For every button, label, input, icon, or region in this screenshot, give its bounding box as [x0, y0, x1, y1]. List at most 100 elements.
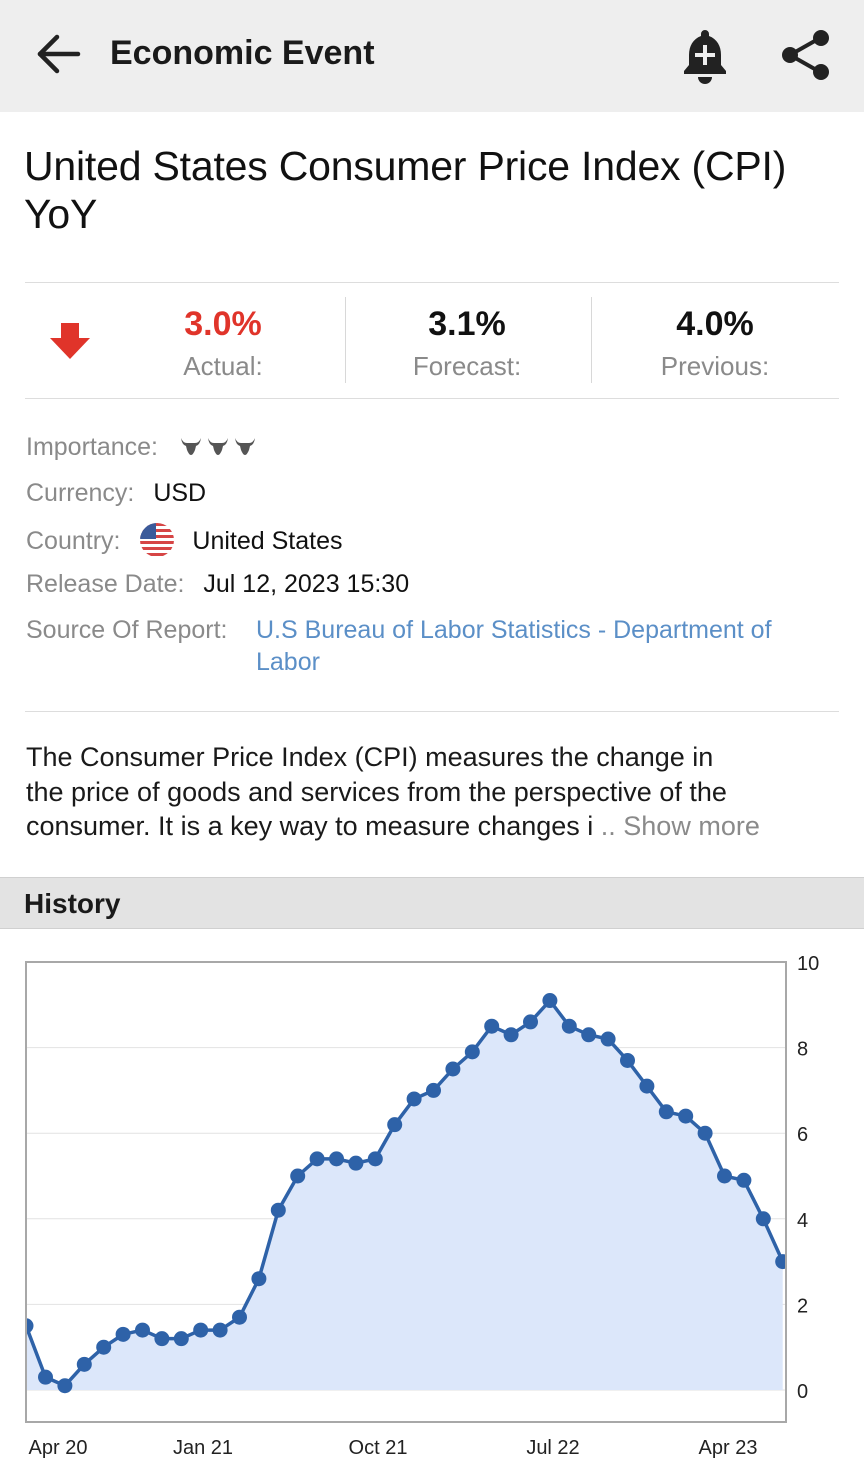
- divider: [25, 282, 839, 283]
- data-point: [38, 1369, 53, 1385]
- data-point: [678, 1108, 694, 1124]
- data-point: [620, 1052, 635, 1068]
- data-point: [736, 1172, 752, 1188]
- actual-stat: 3.0% Actual:: [123, 283, 323, 398]
- data-point: [581, 1027, 597, 1043]
- y-tick-label: 4: [797, 1210, 808, 1232]
- app-bar: Economic Event: [0, 0, 864, 112]
- source-label: Source Of Report:: [26, 616, 228, 644]
- show-more-link[interactable]: Show more: [623, 811, 760, 841]
- arrow-down-icon: [50, 323, 90, 359]
- importance-rating: [179, 433, 259, 465]
- data-point: [348, 1155, 364, 1171]
- data-point: [193, 1322, 209, 1338]
- divider: [25, 711, 839, 712]
- history-chart: 0 2 4 6 8 10 Apr 20 Jan 21 Oct 21 Jul 22 Apr 23: [25, 953, 819, 1459]
- data-point: [406, 1091, 422, 1107]
- bell-plus-icon[interactable]: [680, 26, 730, 84]
- x-tick-label: Jul 22: [526, 1437, 579, 1459]
- data-point: [561, 1018, 577, 1034]
- data-point: [658, 1104, 674, 1120]
- data-point: [232, 1309, 247, 1325]
- share-icon[interactable]: [780, 28, 832, 82]
- description-line: consumer. It is a key way to measure cha…: [26, 809, 826, 844]
- data-point: [329, 1151, 344, 1167]
- currency-row: Currency: USD: [26, 477, 206, 509]
- forecast-value: 3.1%: [428, 305, 506, 343]
- data-point: [76, 1356, 92, 1372]
- release-row: Release Date: Jul 12, 2023 15:30: [26, 568, 409, 600]
- stats-row: 3.0% Actual: 3.1% Forecast: 4.0% Previou…: [25, 283, 839, 398]
- country-label: Country:: [26, 527, 121, 555]
- series-line: [26, 998, 785, 1388]
- data-point: [717, 1168, 732, 1184]
- previous-stat: 4.0% Previous:: [615, 283, 815, 398]
- data-point: [251, 1271, 267, 1287]
- x-tick-label: Apr 20: [29, 1437, 88, 1459]
- x-tick-label: Jan 21: [173, 1437, 233, 1459]
- actual-value: 3.0%: [184, 305, 262, 343]
- data-point: [464, 1044, 480, 1060]
- data-point: [542, 993, 558, 1009]
- previous-value: 4.0%: [676, 305, 754, 343]
- data-point: [503, 1027, 519, 1043]
- data-point: [367, 1151, 383, 1167]
- previous-label: Previous:: [660, 351, 770, 381]
- data-point: [115, 1326, 131, 1342]
- source-link[interactable]: U.S Bureau of Labor Statistics - Departm…: [256, 614, 772, 678]
- data-point: [96, 1339, 112, 1355]
- data-point: [484, 1018, 500, 1034]
- data-point: [173, 1331, 189, 1347]
- actual-label: Actual:: [183, 351, 263, 381]
- event-description: The Consumer Price Index (CPI) measures …: [26, 740, 826, 844]
- data-point: [775, 1254, 786, 1270]
- importance-row: Importance:: [26, 431, 259, 465]
- release-label: Release Date:: [26, 570, 185, 598]
- forecast-stat: 3.1% Forecast:: [367, 283, 567, 398]
- data-point: [600, 1031, 616, 1047]
- bull-icon: [180, 438, 255, 455]
- data-point: [523, 1014, 538, 1030]
- x-tick-label: Apr 23: [699, 1437, 758, 1459]
- arrow-left-icon[interactable]: [34, 32, 82, 76]
- description-line: The Consumer Price Index (CPI) measures …: [26, 742, 714, 772]
- x-tick-label: Oct 21: [349, 1437, 408, 1459]
- country-value: United States: [192, 527, 343, 555]
- data-point: [426, 1082, 441, 1098]
- description-text: consumer. It is a key way to measure cha…: [26, 811, 594, 841]
- y-tick-label: 8: [797, 1039, 808, 1061]
- history-header: History: [0, 877, 864, 929]
- data-point: [309, 1151, 325, 1167]
- data-point: [212, 1322, 228, 1338]
- data-point: [57, 1378, 73, 1394]
- data-point: [639, 1078, 655, 1094]
- forecast-label: Forecast:: [412, 351, 522, 381]
- us-flag-icon: [140, 523, 175, 557]
- data-point: [697, 1125, 713, 1141]
- data-point: [135, 1322, 150, 1338]
- source-row: Source Of Report:: [26, 614, 227, 646]
- data-point: [445, 1061, 461, 1077]
- source-link-line[interactable]: U.S Bureau of Labor Statistics - Departm…: [256, 616, 772, 644]
- ellipsis: ..: [593, 811, 624, 841]
- y-tick-label: 6: [797, 1124, 808, 1146]
- data-point: [154, 1331, 170, 1347]
- release-value: Jul 12, 2023 15:30: [203, 570, 410, 598]
- currency-label: Currency:: [26, 479, 135, 507]
- country-row: Country: United States: [26, 522, 342, 558]
- data-point: [270, 1202, 286, 1218]
- y-tick-label: 0: [797, 1381, 808, 1403]
- data-point: [387, 1117, 403, 1133]
- divider: [591, 297, 592, 383]
- currency-value: USD: [153, 479, 207, 507]
- importance-label: Importance:: [26, 433, 159, 461]
- event-title: United States Consumer Price Index (CPI)…: [24, 143, 787, 237]
- divider: [25, 398, 839, 399]
- plot-area: [26, 993, 786, 1394]
- plot-frame: [25, 961, 787, 1423]
- data-point: [26, 1318, 34, 1334]
- y-tick-label: 2: [797, 1295, 808, 1317]
- page-title: Economic Event: [110, 34, 375, 72]
- source-link-line[interactable]: Labor: [256, 648, 320, 676]
- data-point: [290, 1168, 306, 1184]
